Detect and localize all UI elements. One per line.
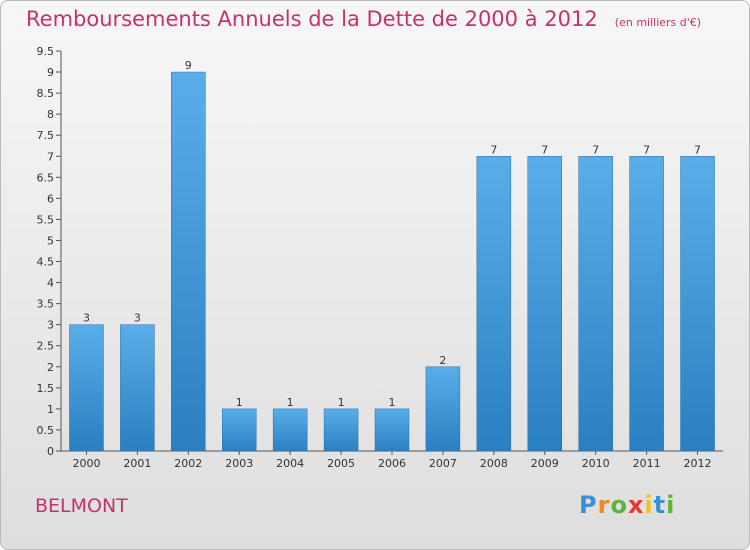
x-tick-label: 2011	[633, 457, 661, 470]
logo-letter: i	[644, 491, 654, 519]
logo-letter: P	[579, 491, 598, 519]
x-tick-label: 2010	[582, 457, 610, 470]
y-tick-label: 2	[47, 361, 54, 374]
bar-value-label: 7	[694, 143, 701, 156]
bar-value-label: 3	[134, 312, 141, 325]
place-name: BELMONT	[35, 495, 128, 517]
bar	[680, 156, 715, 452]
y-tick-label: 3.5	[37, 298, 55, 311]
y-tick-label: 7.5	[37, 129, 55, 142]
y-tick-label: 0	[47, 445, 54, 458]
logo-letter: t	[653, 491, 667, 519]
y-tick-label: 7	[47, 150, 54, 163]
bar-value-label: 1	[287, 396, 294, 409]
bar	[527, 156, 563, 452]
bar-value-label: 1	[389, 396, 396, 409]
x-tick-label: 2008	[480, 457, 508, 470]
bar	[578, 156, 613, 452]
y-tick-label: 4	[47, 277, 54, 290]
proxiti-logo[interactable]: Proxiti	[579, 491, 675, 519]
bar	[272, 408, 308, 452]
bar	[221, 408, 257, 452]
x-tick-label: 2004	[276, 457, 304, 470]
y-tick-label: 5.5	[37, 213, 55, 226]
bar	[323, 408, 359, 452]
y-tick-label: 1	[47, 403, 54, 416]
x-tick-label: 2007	[429, 457, 457, 470]
bar	[374, 408, 410, 452]
bar-value-label: 7	[643, 143, 650, 156]
bar	[69, 324, 104, 452]
bar	[171, 71, 206, 452]
logo-letter: i	[666, 491, 676, 519]
y-tick-label: 4.5	[37, 256, 55, 269]
x-tick-label: 2000	[72, 457, 100, 470]
bar	[425, 366, 461, 452]
x-tick-label: 2006	[378, 457, 406, 470]
y-tick-label: 5	[47, 234, 54, 247]
chart-subtitle: (en milliers d'€)	[614, 16, 702, 29]
x-tick-label: 2005	[327, 457, 355, 470]
y-tick-label: 8	[47, 108, 54, 121]
bar	[120, 324, 155, 452]
y-tick-label: 0.5	[37, 424, 55, 437]
bar-value-label: 2	[439, 354, 446, 367]
bar-value-label: 9	[185, 59, 192, 72]
y-tick-label: 2.5	[37, 340, 55, 353]
x-tick-label: 2003	[225, 457, 253, 470]
bar-value-label: 7	[490, 143, 497, 156]
bar-value-label: 7	[541, 143, 548, 156]
x-tick-label: 2012	[684, 457, 712, 470]
y-tick-label: 3	[47, 319, 54, 332]
y-tick-label: 9	[47, 66, 54, 79]
logo-letter: x	[627, 491, 645, 519]
y-tick-label: 6.5	[37, 171, 55, 184]
bar-value-label: 3	[83, 312, 90, 325]
y-tick-label: 9.5	[37, 45, 55, 58]
bar-value-label: 1	[338, 396, 345, 409]
chart-title: Remboursements Annuels de la Dette de 20…	[26, 7, 598, 31]
x-tick-label: 2002	[174, 457, 202, 470]
x-tick-label: 2009	[531, 457, 559, 470]
x-tick-label: 2001	[123, 457, 151, 470]
bar-value-label: 1	[236, 396, 243, 409]
logo-letter: o	[610, 491, 628, 519]
y-tick-label: 8.5	[37, 87, 55, 100]
y-tick-label: 1.5	[37, 382, 55, 395]
logo-letter: r	[597, 491, 611, 519]
title-row: Remboursements Annuels de la Dette de 20…	[26, 7, 701, 31]
bar	[629, 156, 664, 452]
bar-value-label: 7	[592, 143, 599, 156]
y-tick-label: 6	[47, 192, 54, 205]
bar	[476, 156, 512, 452]
